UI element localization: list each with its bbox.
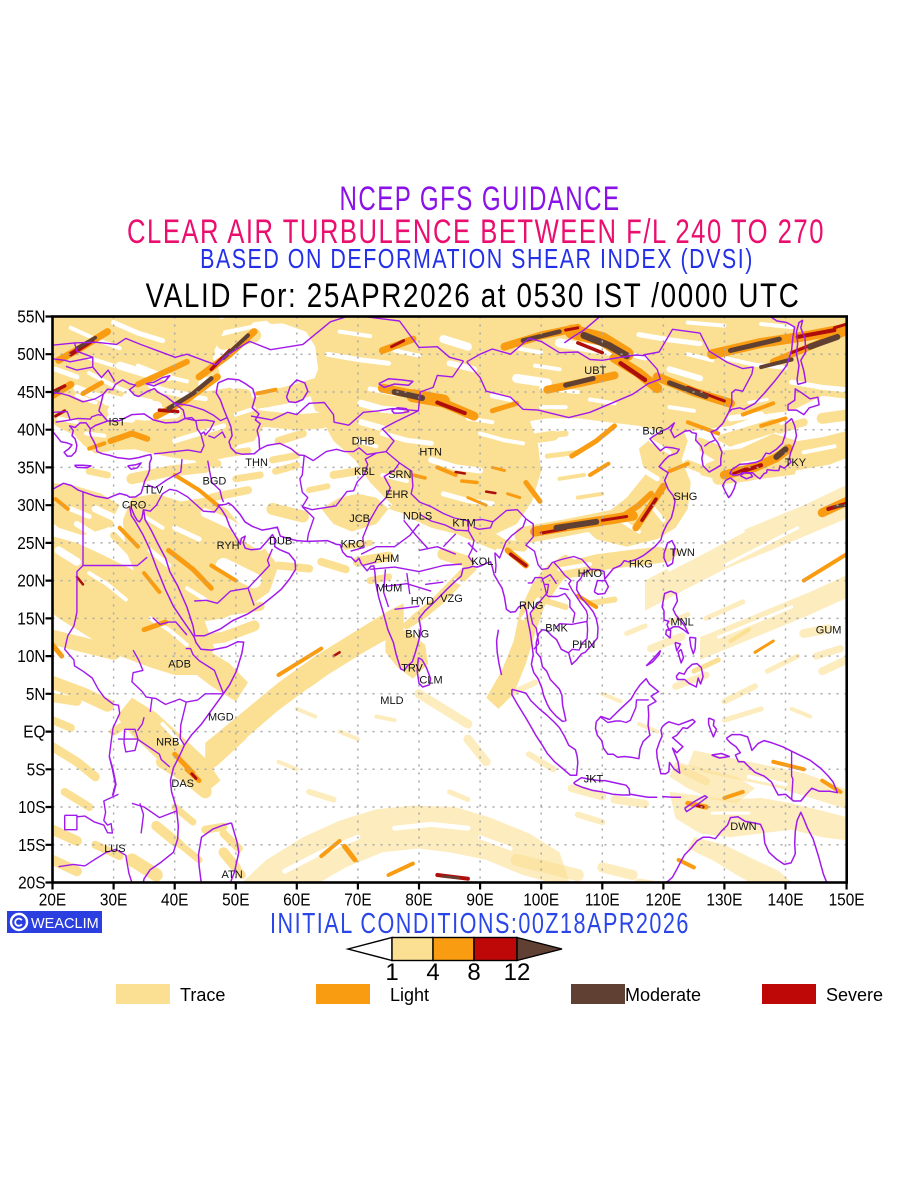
svg-text:MGD: MGD: [208, 712, 234, 724]
svg-text:UBT: UBT: [584, 365, 606, 377]
svg-text:80E: 80E: [405, 891, 432, 910]
svg-text:50E: 50E: [222, 891, 249, 910]
svg-text:30N: 30N: [17, 496, 45, 515]
svg-text:JKT: JKT: [584, 773, 604, 785]
svg-text:THN: THN: [245, 457, 268, 469]
svg-text:KOL: KOL: [471, 556, 493, 568]
svg-text:20N: 20N: [17, 572, 45, 591]
svg-text:CRO: CRO: [122, 499, 147, 511]
svg-text:SHG: SHG: [674, 491, 698, 503]
svg-text:CLEAR AIR TURBULENCE BETWEEN F: CLEAR AIR TURBULENCE BETWEEN F/L 240 TO …: [127, 214, 825, 251]
svg-text:45N: 45N: [17, 383, 45, 402]
svg-text:BNG: BNG: [405, 629, 429, 641]
svg-text:DWN: DWN: [730, 821, 756, 833]
svg-text:MLD: MLD: [380, 695, 403, 707]
svg-text:TKY: TKY: [785, 457, 807, 469]
svg-text:BASED ON DEFORMATION SHEAR IND: BASED ON DEFORMATION SHEAR INDEX (DVSI): [200, 243, 754, 274]
svg-text:NRB: NRB: [156, 736, 179, 748]
svg-text:50N: 50N: [17, 345, 45, 364]
svg-text:VALID For: 25APR2026 at 0530 I: VALID For: 25APR2026 at 0530 IST /0000 U…: [146, 276, 801, 314]
svg-text:15N: 15N: [17, 610, 45, 629]
svg-text:70E: 70E: [344, 891, 371, 910]
svg-text:HTN: HTN: [419, 447, 442, 459]
svg-text:GUM: GUM: [816, 625, 842, 637]
svg-text:DAS: DAS: [171, 778, 194, 790]
svg-text:AHM: AHM: [375, 553, 399, 565]
svg-text:INITIAL CONDITIONS:00Z18APR202: INITIAL CONDITIONS:00Z18APR2026: [270, 908, 690, 940]
svg-text:40E: 40E: [161, 891, 188, 910]
svg-text:1: 1: [385, 959, 398, 986]
svg-text:RYH: RYH: [217, 540, 240, 552]
svg-text:HNO: HNO: [578, 568, 603, 580]
svg-text:ADB: ADB: [168, 659, 191, 671]
svg-text:VZG: VZG: [440, 593, 463, 605]
svg-text:NDLS: NDLS: [403, 511, 432, 523]
svg-text:20S: 20S: [18, 874, 45, 893]
svg-text:30E: 30E: [100, 891, 127, 910]
svg-text:TWN: TWN: [670, 547, 695, 559]
svg-text:20E: 20E: [39, 891, 66, 910]
svg-text:15S: 15S: [18, 836, 45, 855]
svg-text:TLV: TLV: [144, 484, 164, 496]
svg-text:JCB: JCB: [349, 513, 370, 525]
svg-text:140E: 140E: [768, 891, 804, 910]
svg-text:10S: 10S: [18, 798, 45, 817]
svg-text:TRV: TRV: [401, 662, 423, 674]
svg-text:DHB: DHB: [352, 435, 375, 447]
svg-text:25N: 25N: [17, 534, 45, 553]
svg-text:HYD: HYD: [411, 595, 434, 607]
svg-text:NCEP GFS GUIDANCE: NCEP GFS GUIDANCE: [340, 180, 621, 218]
svg-text:4: 4: [426, 959, 439, 986]
svg-text:Light: Light: [390, 985, 429, 1005]
svg-text:LUS: LUS: [104, 843, 125, 855]
svg-text:90E: 90E: [466, 891, 493, 910]
svg-text:5S: 5S: [27, 760, 46, 779]
svg-text:10N: 10N: [17, 647, 45, 666]
svg-text:BJG: BJG: [642, 426, 663, 438]
svg-text:35N: 35N: [17, 459, 45, 478]
svg-text:EHR: EHR: [385, 489, 408, 501]
svg-text:KBL: KBL: [354, 466, 375, 478]
svg-text:CLM: CLM: [419, 675, 442, 687]
svg-text:Trace: Trace: [180, 985, 225, 1005]
svg-text:100E: 100E: [523, 891, 559, 910]
svg-text:120E: 120E: [645, 891, 681, 910]
svg-text:110E: 110E: [585, 891, 620, 910]
svg-text:12: 12: [504, 959, 531, 986]
svg-text:SRN: SRN: [388, 469, 411, 481]
svg-text:MNL: MNL: [671, 616, 694, 628]
svg-text:KRC: KRC: [341, 539, 364, 551]
svg-text:5N: 5N: [26, 685, 46, 704]
svg-text:MUM: MUM: [376, 582, 402, 594]
svg-text:40N: 40N: [17, 421, 45, 440]
svg-text:IST: IST: [109, 416, 126, 428]
svg-text:DUB: DUB: [269, 536, 292, 548]
svg-text:KTM: KTM: [452, 518, 475, 530]
svg-text:EQ: EQ: [23, 723, 45, 742]
svg-text:55N: 55N: [17, 308, 45, 327]
svg-text:60E: 60E: [283, 891, 310, 910]
svg-text:130E: 130E: [706, 891, 742, 910]
svg-text:HKG: HKG: [629, 558, 653, 570]
svg-text:PHN: PHN: [572, 639, 595, 651]
svg-text:RNG: RNG: [519, 600, 543, 612]
svg-text:WEACLIM: WEACLIM: [31, 916, 99, 932]
svg-text:BGD: BGD: [203, 475, 227, 487]
svg-text:Severe: Severe: [826, 985, 883, 1005]
svg-text:ATN: ATN: [222, 869, 243, 881]
svg-text:150E: 150E: [829, 891, 865, 910]
svg-text:BNK: BNK: [545, 622, 568, 634]
svg-text:8: 8: [467, 959, 480, 986]
svg-text:Moderate: Moderate: [625, 985, 701, 1005]
